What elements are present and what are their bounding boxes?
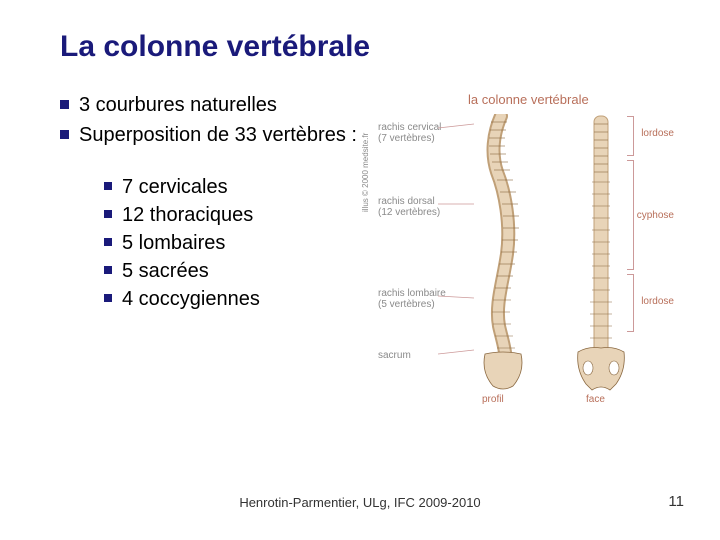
list-item: 12 thoraciques bbox=[104, 202, 360, 228]
bracket-icon bbox=[628, 116, 634, 156]
label-sacrum: sacrum bbox=[378, 350, 411, 361]
label-profil: profil bbox=[482, 394, 504, 405]
content-area: 3 courbures naturelles Superposition de … bbox=[60, 92, 680, 422]
sub-bullet-text: 5 lombaires bbox=[122, 230, 225, 256]
label-cervical: rachis cervical (7 vertèbres) bbox=[378, 122, 441, 144]
page-number: 11 bbox=[668, 493, 684, 510]
list-item: 5 sacrées bbox=[104, 258, 360, 284]
spine-profile-icon bbox=[473, 114, 533, 394]
bullet-icon bbox=[104, 266, 112, 274]
label-cyphose: cyphose bbox=[637, 210, 674, 221]
bullet-icon bbox=[104, 182, 112, 190]
bullet-text: 3 courbures naturelles bbox=[79, 92, 277, 118]
sub-list: 7 cervicales 12 thoraciques 5 lombaires … bbox=[104, 174, 360, 312]
sub-bullet-text: 5 sacrées bbox=[122, 258, 209, 284]
list-item: 7 cervicales bbox=[104, 174, 360, 200]
label-copyright: illus © 2000 medsite.fr bbox=[362, 133, 371, 212]
list-item: 3 courbures naturelles bbox=[60, 92, 360, 118]
bracket-icon bbox=[628, 160, 634, 270]
sub-bullet-text: 12 thoraciques bbox=[122, 202, 253, 228]
spine-face-icon bbox=[574, 114, 628, 394]
bullet-icon bbox=[104, 210, 112, 218]
bullet-text: Superposition de 33 vertèbres : bbox=[79, 122, 357, 148]
label-lordose-bottom: lordose bbox=[641, 296, 674, 307]
label-lordose-top: lordose bbox=[641, 128, 674, 139]
list-item: 5 lombaires bbox=[104, 230, 360, 256]
bracket-icon bbox=[628, 274, 634, 332]
bullet-icon bbox=[60, 130, 69, 139]
label-lombaire: rachis lombaire (5 vertèbres) bbox=[378, 288, 446, 310]
spine-diagram: la colonne vertébrale rachis cervical (7… bbox=[378, 92, 678, 422]
list-item: Superposition de 33 vertèbres : bbox=[60, 122, 360, 148]
bullet-icon bbox=[104, 294, 112, 302]
footer-text: Henrotin-Parmentier, ULg, IFC 2009-2010 bbox=[0, 495, 720, 510]
text-column: 3 courbures naturelles Superposition de … bbox=[60, 92, 360, 422]
sub-bullet-text: 7 cervicales bbox=[122, 174, 228, 200]
sub-bullet-text: 4 coccygiennes bbox=[122, 286, 260, 312]
bullet-icon bbox=[60, 100, 69, 109]
figure-title: la colonne vertébrale bbox=[468, 92, 589, 107]
label-face: face bbox=[586, 394, 605, 405]
list-item: 4 coccygiennes bbox=[104, 286, 360, 312]
pointer-lines-icon bbox=[438, 112, 478, 372]
bullet-icon bbox=[104, 238, 112, 246]
label-dorsal: rachis dorsal (12 vertèbres) bbox=[378, 196, 440, 218]
slide-title: La colonne vertébrale bbox=[60, 30, 680, 64]
